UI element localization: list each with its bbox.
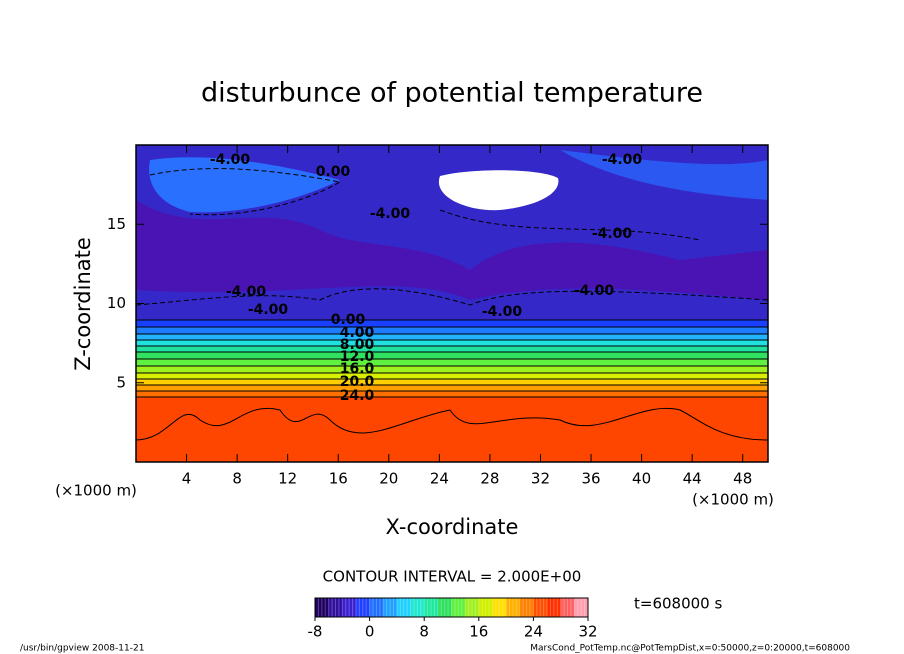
- field-patch: [560, 150, 768, 200]
- contour-label: -4.00: [602, 152, 643, 168]
- x-tick-label: 16: [329, 470, 348, 488]
- colorbar-swatch: [574, 598, 589, 617]
- contour-label: -4.00: [592, 226, 633, 242]
- colorbar-swatch: [396, 598, 411, 617]
- x-tick-label: 20: [379, 470, 398, 488]
- colorbar-swatch: [355, 598, 370, 617]
- x-tick-label: 40: [632, 470, 651, 488]
- colorbar-tick-label: 16: [469, 623, 488, 641]
- field-band: [136, 359, 768, 366]
- field-band: [136, 340, 768, 346]
- contour-label: 4.00: [340, 325, 375, 341]
- colorbar-swatch: [465, 598, 480, 617]
- time-label: t=608000 s: [634, 595, 722, 613]
- colorbar-tick-label: -8: [308, 623, 323, 641]
- field-band: [136, 385, 768, 391]
- colorbar-swatch: [369, 598, 384, 617]
- colorbar-swatch: [383, 598, 398, 617]
- field: [135, 144, 769, 463]
- contour-label: 12.0: [340, 349, 375, 365]
- y-tick-label: 5: [116, 373, 126, 391]
- x-tick-label: 24: [430, 470, 449, 488]
- field-band: [136, 391, 768, 397]
- contour-label: -4.00: [482, 304, 523, 320]
- chart-title: disturbunce of potential temperature: [201, 78, 703, 109]
- colorbar-swatch: [533, 598, 548, 617]
- field-patch: [136, 200, 768, 300]
- colorbar-swatch: [519, 598, 534, 617]
- colorbar-tick-label: 32: [578, 623, 597, 641]
- colorbar-swatch: [506, 598, 521, 617]
- field-band: [136, 334, 768, 340]
- x-tick-label: 8: [232, 470, 242, 488]
- colorbar-swatch: [478, 598, 493, 617]
- colorbar-swatch: [342, 598, 357, 617]
- field-patch: [149, 157, 340, 213]
- y-tick-label: 10: [107, 294, 126, 312]
- contour-label: -4.00: [248, 302, 289, 318]
- x-tick-label: 32: [531, 470, 550, 488]
- contour-label: 0.00: [316, 164, 351, 180]
- colorbar-tick-label: 8: [419, 623, 429, 641]
- contour-label: -4.00: [226, 284, 267, 300]
- field-band: [136, 327, 768, 334]
- contour-label: 16.0: [340, 361, 375, 377]
- field-band: [136, 366, 768, 373]
- colorbar-swatch: [547, 598, 561, 617]
- footer-left: /usr/bin/gpview 2008-11-21: [20, 644, 144, 654]
- contour-label: 20.0: [340, 374, 375, 390]
- colorbar-swatch: [424, 598, 439, 617]
- x-tick-label: 4: [182, 470, 192, 488]
- colorbar-tick-label: 0: [365, 623, 375, 641]
- field-band: [136, 320, 768, 327]
- colorbar-swatch: [328, 598, 343, 617]
- contour-label: 0.00: [331, 312, 366, 328]
- y-unit: (×1000 m): [55, 482, 137, 500]
- colorbar-swatch: [410, 598, 425, 617]
- colorbar-swatch: [437, 598, 452, 617]
- contour-label: -4.00: [210, 152, 251, 168]
- x-tick-label: 28: [480, 470, 499, 488]
- colorbar-swatch: [560, 598, 575, 617]
- colorbar-swatch: [492, 598, 507, 617]
- contour-interval: CONTOUR INTERVAL = 2.000E+00: [323, 568, 582, 586]
- x-tick-label: 44: [683, 470, 702, 488]
- contour-lines: [135, 168, 769, 441]
- y-axis-label: Z-coordinate: [71, 237, 95, 371]
- field-void: [438, 170, 559, 211]
- x-tick-label: 36: [581, 470, 600, 488]
- footer-right: MarsCond_PotTemp.nc@PotTempDist,x=0:5000…: [530, 644, 850, 654]
- x-axis-label: X-coordinate: [386, 515, 519, 539]
- contour-label: -4.00: [370, 206, 411, 222]
- field-band: [136, 346, 768, 352]
- field-band: [136, 379, 768, 385]
- field-band: [136, 373, 768, 379]
- colorbar-swatch: [315, 598, 329, 617]
- field-band: [136, 352, 768, 359]
- colorbar-tick-label: 24: [524, 623, 543, 641]
- x-tick-label: 12: [278, 470, 297, 488]
- field-lower: [136, 397, 768, 462]
- x-unit: (×1000 m): [692, 491, 774, 509]
- colorbar-frame: [314, 597, 589, 618]
- y-tick-label: 15: [107, 215, 126, 233]
- contour-label: 24.0: [340, 388, 375, 404]
- colorbar-swatch: [451, 598, 466, 617]
- contour-label: -4.00: [574, 283, 615, 299]
- contour-label: 8.00: [340, 337, 375, 353]
- x-tick-label: 48: [733, 470, 752, 488]
